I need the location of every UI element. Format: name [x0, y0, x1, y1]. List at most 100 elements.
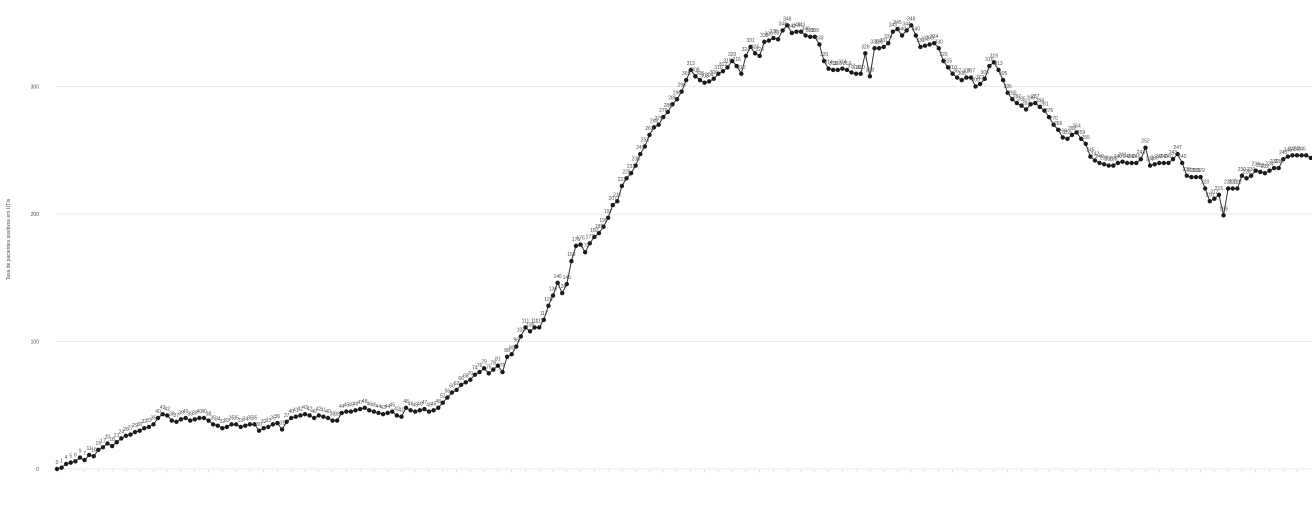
data-label: 252 [1141, 139, 1150, 145]
data-label: 276 [659, 108, 668, 114]
data-label: 243 [1169, 150, 1178, 156]
data-label: 117 [540, 311, 548, 317]
data-point [849, 70, 854, 75]
data-point [1180, 160, 1185, 166]
data-point [541, 317, 547, 323]
data-label: 238 [1105, 157, 1114, 163]
data-point [1198, 174, 1203, 180]
data-label: 313 [834, 61, 843, 67]
data-label: 305 [682, 71, 691, 77]
data-point [445, 395, 450, 400]
data-point [472, 372, 478, 377]
data-label: 104 [517, 327, 526, 333]
data-point [243, 423, 248, 428]
data-label: 212 [1210, 190, 1219, 196]
data-point [913, 33, 919, 38]
data-label: 268 [650, 118, 659, 124]
data-point [178, 417, 184, 422]
data-point [537, 325, 542, 330]
data-label: 330 [935, 39, 944, 45]
data-label: 330 [875, 39, 884, 45]
data-point [835, 67, 840, 73]
data-point [1042, 108, 1047, 113]
data-point [1308, 155, 1312, 161]
data-point [468, 377, 473, 382]
data-label: 343 [792, 23, 801, 29]
data-point [982, 76, 987, 82]
data-point [945, 65, 951, 70]
data-point [123, 433, 129, 439]
data-label: 236 [1270, 159, 1279, 165]
data-point [1097, 160, 1102, 166]
data-label: 88 [504, 348, 510, 354]
data-label: 331 [880, 38, 889, 44]
data-point [54, 466, 60, 472]
data-point [325, 415, 331, 421]
data-point [206, 418, 211, 423]
data-label: 242 [1091, 151, 1100, 157]
data-label: 333 [815, 35, 824, 41]
data-label: 220 [1233, 180, 1242, 186]
data-point [426, 409, 432, 414]
data-label: 270 [654, 116, 663, 122]
data-label: 90 [509, 345, 515, 351]
data-label: 238 [1109, 157, 1118, 163]
data-label: 247 [1173, 145, 1182, 151]
data-point [220, 426, 225, 431]
data-point [183, 415, 188, 421]
data-label: 255 [1082, 135, 1091, 141]
data-point [1271, 165, 1277, 171]
data-point [394, 413, 400, 418]
data-point [592, 234, 597, 240]
data-label: 46 [353, 401, 359, 407]
data-label: 220 [1229, 180, 1238, 186]
data-label: 240 [1178, 154, 1187, 160]
data-label: 240 [1160, 154, 1169, 160]
data-label: 17 [100, 438, 106, 444]
data-label: 207 [609, 196, 618, 202]
data-label: 262 [1068, 126, 1077, 132]
data-label: 44 [339, 404, 345, 410]
data-point [1005, 90, 1010, 96]
data-point [385, 410, 390, 416]
data-label: 41 [399, 408, 405, 414]
data-label: 300 [971, 78, 980, 84]
data-point [1207, 199, 1212, 204]
data-point [573, 243, 579, 249]
data-point [550, 293, 556, 298]
data-point [798, 29, 804, 34]
data-point [500, 369, 505, 375]
data-label: 245 [1086, 148, 1095, 154]
data-label: 233 [1256, 163, 1265, 169]
data-label: 46 [408, 401, 414, 407]
data-label: 239 [1150, 155, 1159, 161]
data-point [803, 33, 808, 38]
data-label: 320 [820, 52, 829, 58]
data-label: 239 [1100, 155, 1109, 161]
data-point [766, 38, 772, 43]
data-point [77, 455, 83, 460]
data-point [160, 411, 165, 417]
data-point [1023, 107, 1029, 112]
data-label: 210 [613, 192, 622, 198]
data-point [638, 151, 643, 157]
data-point [729, 58, 735, 64]
data-point [339, 410, 344, 416]
data-point [509, 352, 514, 357]
data-label: 247 [636, 145, 645, 151]
data-label: 240 [1155, 154, 1164, 160]
data-point [858, 71, 863, 76]
data-point [1157, 160, 1162, 166]
data-label: 37 [174, 413, 180, 419]
data-label: 44 [376, 404, 382, 410]
data-label: 185 [595, 224, 604, 230]
data-label: 295 [1004, 84, 1013, 90]
y-tick-label: 100 [31, 340, 40, 346]
data-label: 342 [788, 24, 797, 30]
data-label: 48 [403, 399, 409, 405]
data-label: 319 [990, 53, 999, 59]
data-label: 229 [1187, 168, 1196, 174]
data-label: 75 [486, 364, 492, 370]
data-point [775, 37, 781, 42]
